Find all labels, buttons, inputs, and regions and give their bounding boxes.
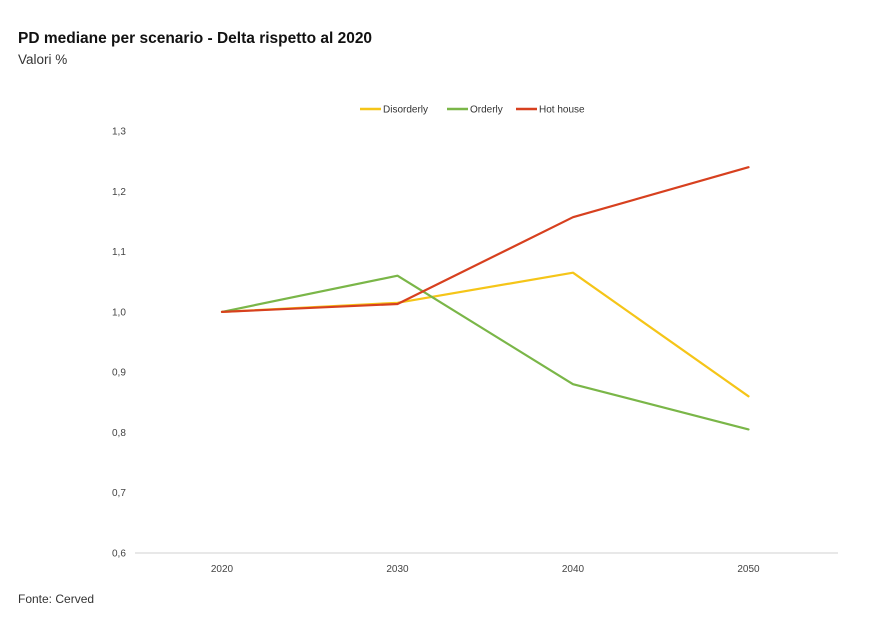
legend-label: Hot house (539, 105, 585, 116)
series-line-disorderly (220, 271, 750, 398)
legend-label: Disorderly (383, 105, 428, 116)
y-tick-label: 1,0 (112, 307, 126, 318)
x-axis: 2020 2030 2040 2050 (135, 552, 838, 575)
y-tick-label: 1,2 (112, 187, 126, 198)
y-tick-label: 0,7 (112, 488, 126, 499)
x-tick-label: 2030 (386, 564, 409, 575)
x-tick-label: 2020 (211, 564, 234, 575)
legend: Disorderly Orderly Hot house (360, 105, 585, 116)
y-tick-label: 1,3 (112, 127, 126, 138)
source-note: Fonte: Cerved (18, 592, 95, 606)
y-tick-label: 0,8 (112, 428, 126, 439)
y-tick-label: 0,6 (112, 549, 126, 560)
x-tick-label: 2050 (737, 564, 760, 575)
series-line-orderly (220, 274, 750, 431)
y-axis: 0,6 0,7 0,8 0,9 1,0 1,1 1,2 1,3 (112, 127, 126, 560)
x-tick-label: 2040 (562, 564, 585, 575)
y-tick-label: 0,9 (112, 368, 126, 379)
series-line-hot-house (220, 166, 750, 313)
chart-subtitle: Valori % (18, 52, 68, 67)
series-lines (220, 166, 750, 431)
chart-title: PD mediane per scenario - Delta rispetto… (18, 30, 373, 47)
legend-label: Orderly (470, 105, 503, 116)
y-tick-label: 1,1 (112, 247, 126, 258)
